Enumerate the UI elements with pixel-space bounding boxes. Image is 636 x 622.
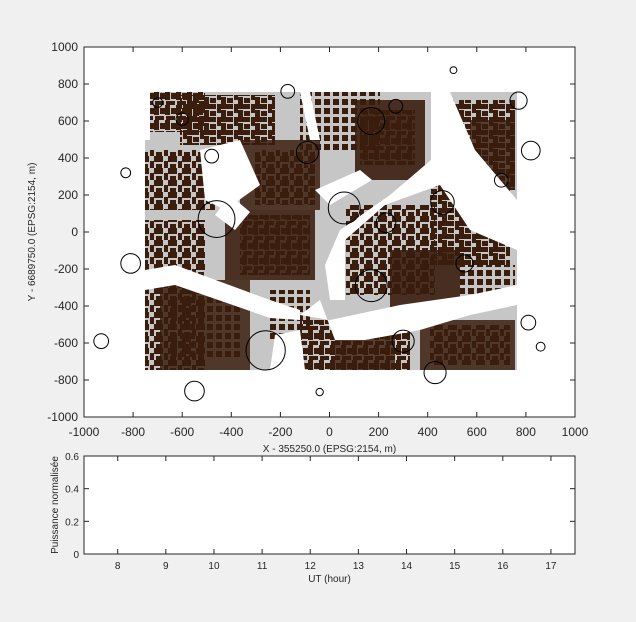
y-tick-label: -400 <box>54 299 78 313</box>
map-x-ticks: -1000 -800 -600 -400 -200 0 200 400 600 800 1000 <box>69 47 589 439</box>
x-tick-label: 1000 <box>562 425 589 439</box>
y-tick-label: 1000 <box>51 40 78 54</box>
measurement-circle <box>295 140 319 164</box>
open-spaces <box>145 92 517 370</box>
power-x-ticks: 8 9 10 11 12 13 14 15 16 17 <box>115 456 557 572</box>
building-blocks <box>145 92 515 370</box>
measurement-circle <box>327 191 361 225</box>
y-tick-label: -600 <box>54 336 78 350</box>
measurement-circle <box>520 314 537 331</box>
measurement-circle <box>375 212 397 234</box>
power-axes-box <box>83 455 576 555</box>
measurement-circle <box>423 361 447 385</box>
measurement-circle <box>93 333 110 350</box>
x-tick-label: 600 <box>467 425 487 439</box>
boulevard <box>145 265 300 320</box>
urban-map <box>145 92 517 370</box>
x-tick-label: 8 <box>115 561 121 572</box>
measurement-circle <box>245 330 286 371</box>
map-y-ticks: -1000 -800 -600 -400 -200 0 200 400 600 800 1000 <box>47 40 575 424</box>
measurement-circle <box>509 91 528 110</box>
y-tick-label: 0 <box>73 550 79 561</box>
marker-circles <box>93 66 546 402</box>
x-tick-label: 9 <box>163 561 169 572</box>
y-tick-label: 800 <box>58 77 78 91</box>
x-tick-label: 10 <box>208 561 220 572</box>
measurement-circle <box>391 329 415 353</box>
measurement-circle <box>388 98 404 114</box>
y-tick-label: 0.2 <box>65 517 79 528</box>
boulevard <box>315 170 372 205</box>
building-block <box>180 95 275 145</box>
y-tick-label: 0.6 <box>65 452 79 463</box>
measurement-circle <box>175 112 189 126</box>
x-tick-label: -200 <box>268 425 292 439</box>
power-x-axis-label: UT (hour) <box>308 574 351 585</box>
measurement-circle <box>493 172 509 188</box>
building-block <box>360 110 415 165</box>
x-tick-label: -800 <box>121 425 145 439</box>
x-tick-label: 11 <box>257 561 268 572</box>
measurement-circle <box>449 66 458 75</box>
measurement-circle <box>520 140 541 161</box>
y-tick-label: 0 <box>71 225 78 239</box>
measurement-circle <box>430 190 455 215</box>
y-tick-label: 600 <box>58 114 78 128</box>
measurement-circle <box>152 97 164 108</box>
x-tick-label: -600 <box>170 425 194 439</box>
square <box>200 140 260 210</box>
measurement-circle <box>120 253 141 274</box>
measurement-circle <box>455 254 474 273</box>
river-south <box>300 285 517 340</box>
x-tick-label: 12 <box>305 561 317 572</box>
x-tick-label: 800 <box>516 425 536 439</box>
map-y-axis-label: Y - 6689750.0 (EPSG:2154, m) <box>27 163 38 302</box>
power-y-axis-label: Puissance normalisée <box>50 456 61 554</box>
power-y-ticks: 0 0.2 0.4 0.6 <box>65 452 575 561</box>
square <box>270 330 305 370</box>
y-tick-label: -1000 <box>47 410 78 424</box>
y-tick-label: 0.4 <box>65 485 79 496</box>
y-tick-label: 400 <box>58 151 78 165</box>
measurement-circle <box>184 380 205 402</box>
y-tick-label: 200 <box>58 188 78 202</box>
measurement-circle <box>197 200 236 238</box>
map-axes: -1000 -800 -600 -400 -200 0 200 400 600 800 1000 -… <box>27 40 589 455</box>
x-tick-label: 16 <box>497 561 509 572</box>
y-tick-label: -200 <box>54 262 78 276</box>
x-tick-label: 14 <box>401 561 413 572</box>
building-block <box>240 215 310 275</box>
building-block <box>430 325 510 365</box>
x-tick-label: 15 <box>449 561 461 572</box>
measurement-circle <box>357 106 386 136</box>
x-tick-label: 200 <box>369 425 389 439</box>
gap <box>145 92 150 140</box>
street <box>300 92 320 140</box>
building-block <box>255 150 315 205</box>
y-tick-label: -800 <box>54 373 78 387</box>
map-x-axis-label: X - 355250.0 (EPSG:2154, m) <box>263 444 396 455</box>
x-tick-label: -400 <box>219 425 243 439</box>
street <box>215 195 250 230</box>
power-plot-area <box>84 456 575 554</box>
measurement-circle <box>280 84 296 99</box>
x-tick-label: 0 <box>326 425 333 439</box>
measurement-circle <box>535 341 546 352</box>
measurement-circle <box>354 269 388 303</box>
x-tick-label: 13 <box>353 561 365 572</box>
measurement-circle <box>204 148 220 164</box>
x-tick-label: 400 <box>418 425 438 439</box>
measurement-circle <box>120 167 132 179</box>
measurement-circle <box>315 387 324 397</box>
river <box>325 92 517 300</box>
power-axes: 8 9 10 11 12 13 14 15 16 17 00.20.40.6 UT (hour) … <box>50 452 576 585</box>
x-tick-label: 17 <box>545 561 557 572</box>
x-tick-label: -1000 <box>69 425 100 439</box>
